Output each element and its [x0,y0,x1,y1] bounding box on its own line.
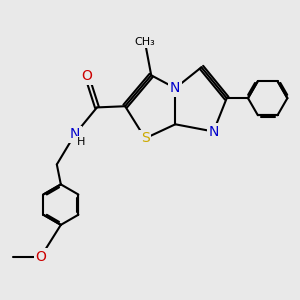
Text: O: O [35,250,46,264]
Text: CH₃: CH₃ [135,37,156,47]
Text: N: N [170,81,181,95]
Text: H: H [77,137,85,147]
Text: N: N [70,127,80,141]
Text: S: S [141,131,150,146]
Text: N: N [208,124,219,139]
Text: O: O [82,69,92,83]
